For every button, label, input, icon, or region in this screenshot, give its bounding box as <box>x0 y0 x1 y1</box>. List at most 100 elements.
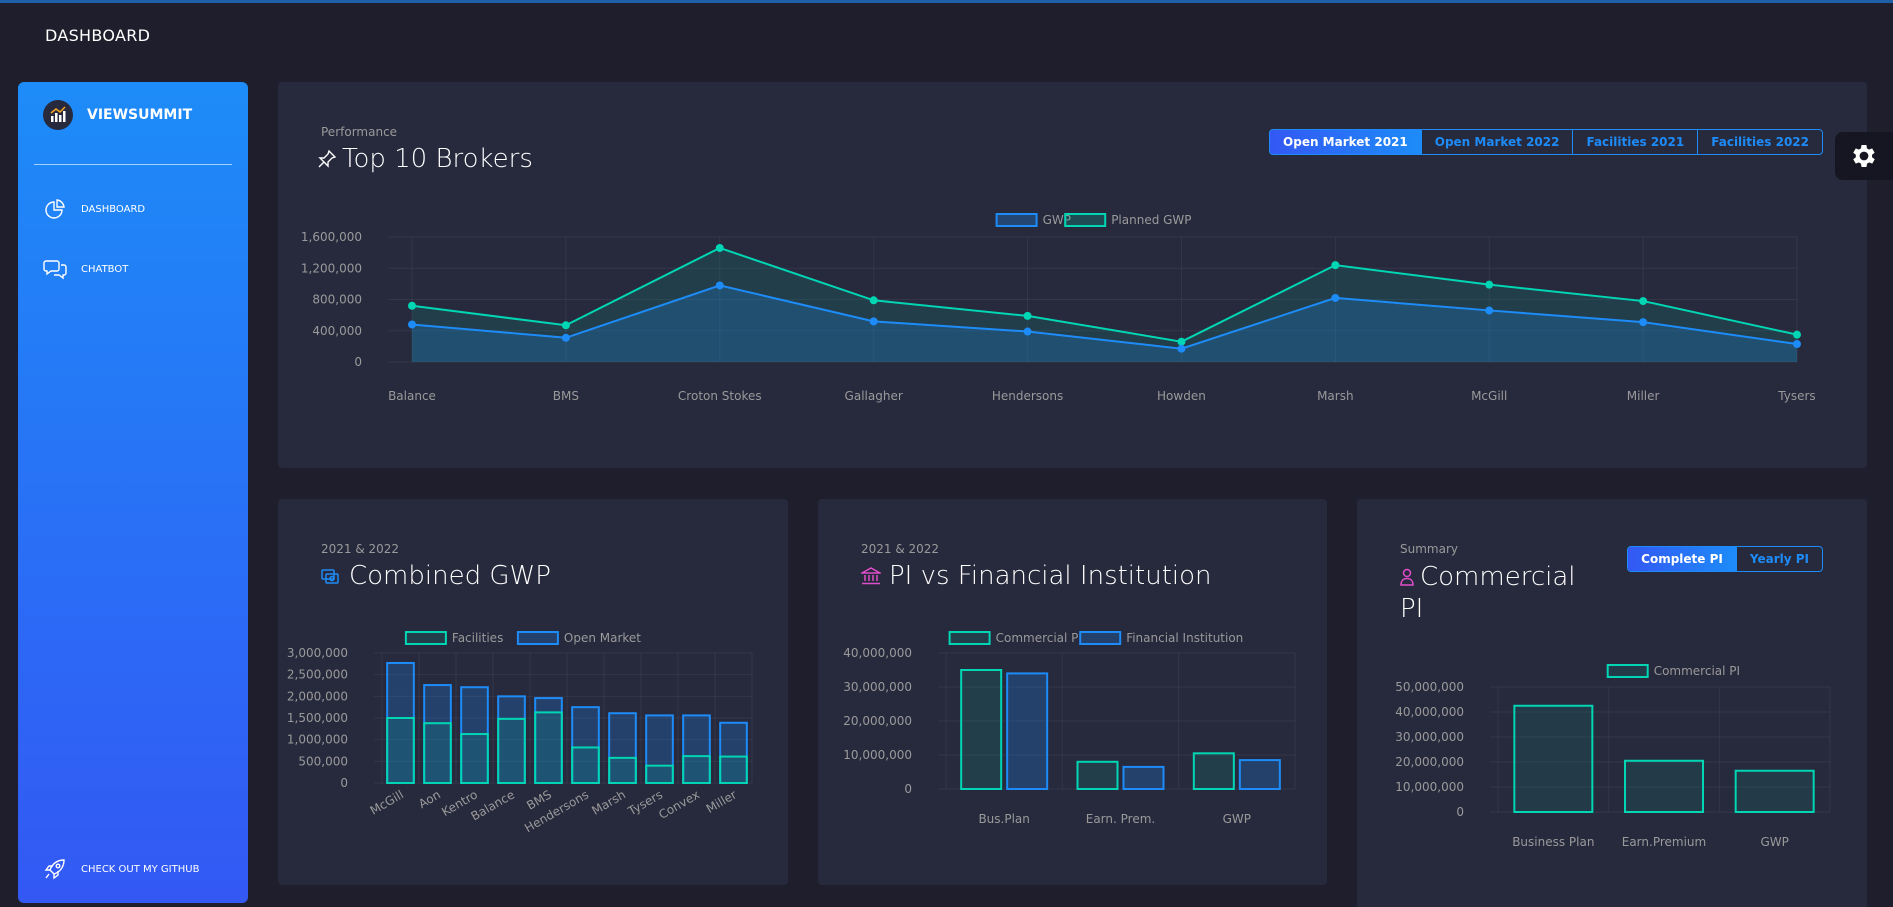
legend-swatch[interactable] <box>1606 664 1649 678</box>
data-point[interactable] <box>1485 280 1494 289</box>
legend-swatch[interactable] <box>995 213 1038 227</box>
y-tick-label: 400,000 <box>312 324 362 338</box>
pie-chart-icon <box>43 197 67 221</box>
bar[interactable] <box>1238 759 1281 791</box>
x-tick-label: Tysers <box>1777 389 1815 403</box>
card-title-text: PI vs Financial Institution <box>889 561 1212 591</box>
x-tick-label: McGill <box>368 787 406 817</box>
brand[interactable]: VIEWSUMMIT <box>43 100 192 130</box>
x-tick-label: Earn.Premium <box>1622 835 1706 849</box>
tab-complete-pi[interactable]: Complete PI <box>1628 547 1737 571</box>
data-point[interactable] <box>715 243 724 252</box>
bar[interactable] <box>645 714 674 784</box>
user-icon <box>1400 568 1414 586</box>
tab-open-market-2021[interactable]: Open Market 2021 <box>1270 130 1422 154</box>
data-point[interactable] <box>869 317 878 326</box>
legend-label: Commercial PI <box>1654 664 1740 678</box>
bar[interactable] <box>534 711 563 784</box>
y-tick-label: 0 <box>1456 805 1464 819</box>
legend-swatch[interactable] <box>948 631 991 645</box>
card-title: Top 10 Brokers <box>318 144 533 174</box>
bar[interactable] <box>645 764 674 784</box>
bar[interactable] <box>1624 759 1704 813</box>
data-point[interactable] <box>1485 306 1494 315</box>
sidebar-item-chatbot[interactable]: CHATBOT <box>43 257 128 281</box>
bar[interactable] <box>719 755 748 785</box>
bar[interactable] <box>1734 769 1815 813</box>
y-tick-label: 1,600,000 <box>301 230 362 244</box>
y-tick-label: 40,000,000 <box>843 646 912 660</box>
data-point[interactable] <box>561 333 570 342</box>
legend-swatch[interactable] <box>516 631 559 645</box>
x-tick-label: Hendersons <box>992 389 1063 403</box>
rocket-icon <box>43 857 67 881</box>
bar[interactable] <box>1076 760 1119 790</box>
data-point[interactable] <box>1331 293 1340 302</box>
tab-yearly-pi[interactable]: Yearly PI <box>1749 552 1809 566</box>
legend-label: Open Market <box>564 631 641 645</box>
bar[interactable] <box>1513 704 1594 813</box>
data-point[interactable] <box>1023 311 1032 320</box>
y-tick-label: 20,000,000 <box>843 714 912 728</box>
y-tick-label: 20,000,000 <box>1395 755 1464 769</box>
data-point[interactable] <box>715 281 724 290</box>
data-point[interactable] <box>869 296 878 305</box>
sidebar-item-dashboard[interactable]: DASHBOARD <box>43 197 145 221</box>
bar[interactable] <box>423 722 452 784</box>
x-tick-label: Miller <box>704 787 739 815</box>
bar[interactable] <box>497 717 526 784</box>
y-tick-label: 10,000,000 <box>843 748 912 762</box>
bar[interactable] <box>497 695 526 784</box>
bar[interactable] <box>1122 765 1165 790</box>
data-point[interactable] <box>1177 344 1186 353</box>
bar[interactable] <box>571 746 600 784</box>
brand-name: VIEWSUMMIT <box>87 107 193 123</box>
bar[interactable] <box>460 686 489 785</box>
legend-swatch[interactable] <box>1064 213 1107 227</box>
bar[interactable] <box>608 712 637 785</box>
card-subtitle: Performance <box>321 125 398 139</box>
data-point[interactable] <box>1331 261 1340 270</box>
bar[interactable] <box>571 706 600 785</box>
y-tick-label: 3,000,000 <box>287 646 348 660</box>
tab-open-market-2022[interactable]: Open Market 2022 <box>1422 130 1574 154</box>
bar[interactable] <box>682 755 711 784</box>
github-link[interactable]: CHECK OUT MY GITHUB <box>43 857 199 881</box>
data-point[interactable] <box>408 320 416 329</box>
bar[interactable] <box>386 717 415 784</box>
tab-facilities-2022[interactable]: Facilities 2022 <box>1711 135 1809 149</box>
commercial-pi-chart: 50,000,000 40,000,000 30,000,000 20,000,000… <box>1395 664 1831 849</box>
data-point[interactable] <box>1639 297 1648 306</box>
data-point[interactable] <box>1793 340 1801 349</box>
x-tick-label: Bus.Plan <box>978 812 1029 826</box>
x-tick-label: Balance <box>388 389 436 403</box>
bar[interactable] <box>682 714 711 784</box>
legend-swatch[interactable] <box>1079 631 1122 645</box>
card-subtitle: 2021 & 2022 <box>321 542 400 556</box>
card-title-text: Top 10 Brokers <box>342 144 533 174</box>
legend-swatch[interactable] <box>404 631 447 645</box>
y-tick-label: 1,500,000 <box>287 711 348 725</box>
chat-bubbles-icon <box>43 257 67 281</box>
bar[interactable] <box>460 733 489 785</box>
bar[interactable] <box>960 669 1003 790</box>
settings-button[interactable] <box>1835 132 1893 180</box>
x-tick-label: Convex <box>656 787 702 821</box>
data-point[interactable] <box>1177 337 1186 346</box>
data-point[interactable] <box>408 301 416 310</box>
y-tick-label: 0 <box>340 776 348 790</box>
y-tick-label: 40,000,000 <box>1395 705 1464 719</box>
pi-tab-group: Complete PI Yearly PI <box>1627 546 1823 572</box>
tab-facilities-2021[interactable]: Facilities 2021 <box>1573 130 1699 154</box>
x-tick-label: Howden <box>1157 389 1206 403</box>
top-brokers-card: Performance Top 10 Brokers Open Market 2… <box>278 82 1867 468</box>
data-point[interactable] <box>561 321 570 330</box>
data-point[interactable] <box>1639 318 1648 327</box>
bar[interactable] <box>1192 752 1235 791</box>
gear-icon <box>1849 141 1879 171</box>
data-point[interactable] <box>1793 330 1801 339</box>
bar[interactable] <box>1006 672 1049 790</box>
bar[interactable] <box>608 756 637 785</box>
top-brokers-chart: GWP Planned GWP 1,600,000 1,200,000 800,000 4… <box>301 213 1816 403</box>
data-point[interactable] <box>1023 327 1032 336</box>
